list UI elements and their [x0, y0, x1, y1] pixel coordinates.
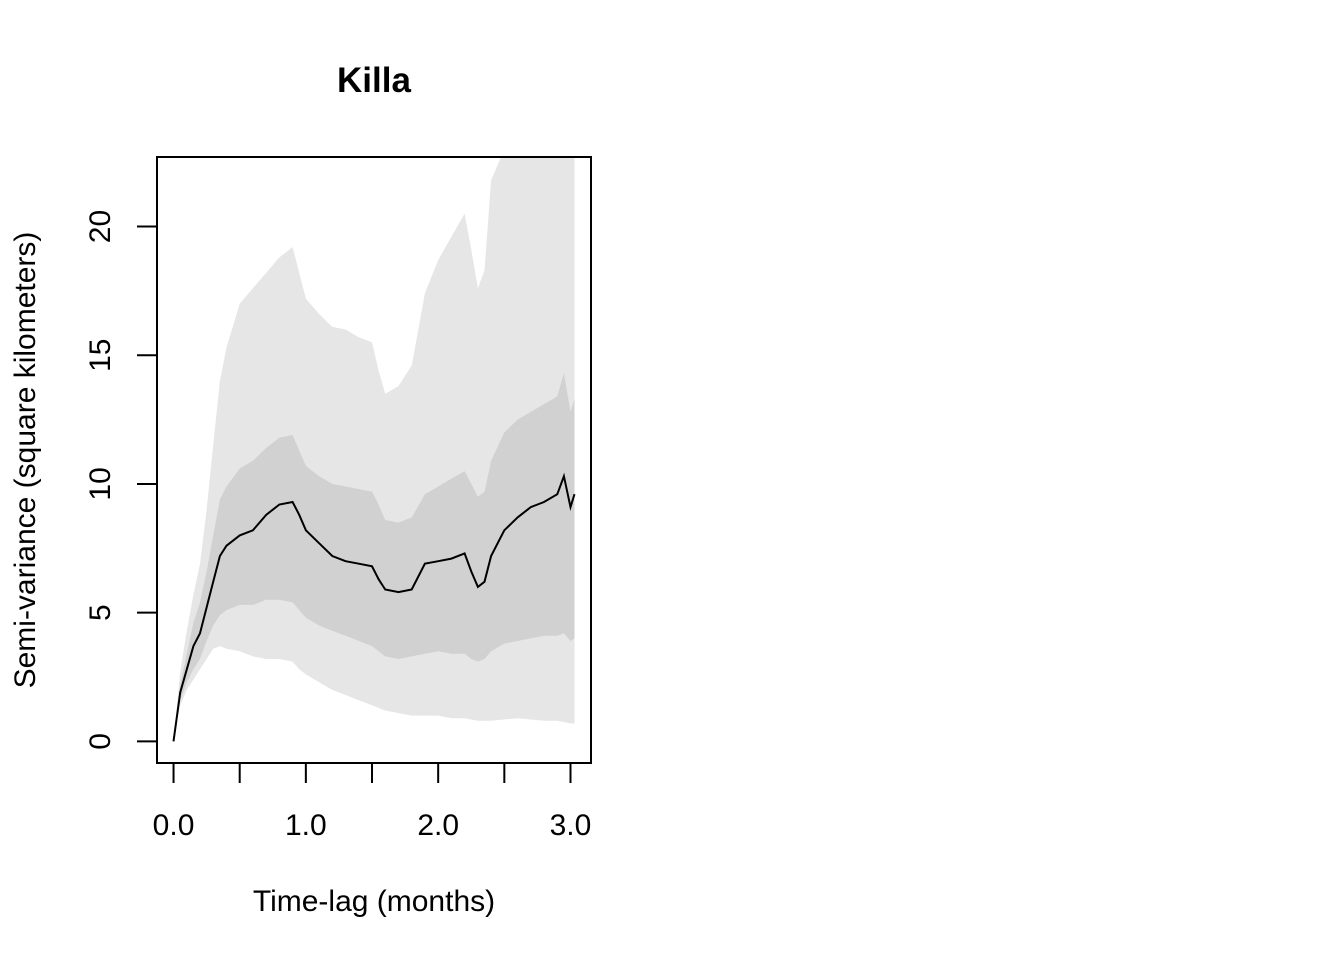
x-axis-label: Time-lag (months) [253, 885, 495, 918]
y-axis: 0 5 10 15 20 [84, 210, 158, 750]
y-tick-label: 5 [84, 604, 117, 621]
chart-title: Killa [337, 61, 411, 100]
x-tick-label: 1.0 [285, 809, 327, 842]
plot-area [172, 157, 576, 742]
x-tick-label: 2.0 [417, 809, 459, 842]
x-tick-label: 0.0 [153, 809, 195, 842]
inner-confidence-band [173, 373, 575, 742]
y-tick-label: 0 [84, 733, 117, 750]
y-axis-label: Semi-variance (square kilometers) [9, 232, 42, 689]
x-tick-label: 3.0 [550, 809, 592, 842]
y-tick-label: 20 [84, 210, 117, 243]
y-tick-label: 10 [84, 467, 117, 500]
y-tick-label: 15 [84, 339, 117, 372]
semivariance-line [172, 472, 576, 742]
x-axis: 0.0 1.0 2.0 3.0 [153, 762, 592, 842]
